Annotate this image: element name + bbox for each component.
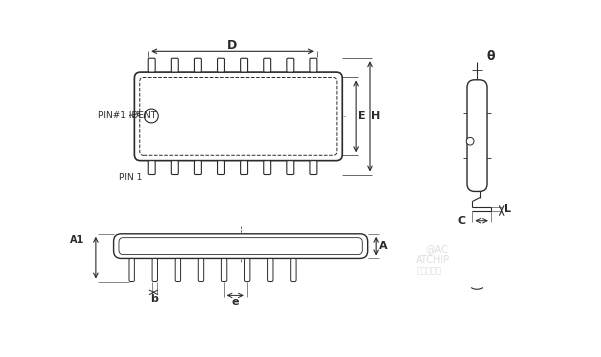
Text: A: A bbox=[379, 241, 388, 251]
Text: @AC: @AC bbox=[426, 244, 448, 254]
FancyBboxPatch shape bbox=[310, 161, 317, 175]
FancyBboxPatch shape bbox=[129, 258, 135, 282]
Text: PIN#1 IDENT: PIN#1 IDENT bbox=[98, 111, 156, 121]
Text: L: L bbox=[504, 204, 511, 214]
FancyBboxPatch shape bbox=[148, 161, 155, 175]
FancyBboxPatch shape bbox=[140, 77, 337, 155]
Circle shape bbox=[466, 137, 474, 145]
Circle shape bbox=[144, 109, 158, 123]
Text: θ: θ bbox=[487, 50, 495, 63]
FancyBboxPatch shape bbox=[218, 161, 224, 175]
FancyBboxPatch shape bbox=[240, 161, 248, 175]
FancyBboxPatch shape bbox=[218, 58, 224, 72]
FancyBboxPatch shape bbox=[175, 258, 180, 282]
FancyBboxPatch shape bbox=[171, 58, 178, 72]
FancyBboxPatch shape bbox=[171, 161, 178, 175]
Text: @AC: @AC bbox=[216, 110, 245, 122]
FancyBboxPatch shape bbox=[198, 258, 204, 282]
FancyBboxPatch shape bbox=[264, 58, 270, 72]
Text: ATCHIP: ATCHIP bbox=[205, 125, 249, 138]
Text: D: D bbox=[227, 39, 237, 52]
FancyBboxPatch shape bbox=[195, 58, 201, 72]
FancyBboxPatch shape bbox=[287, 58, 294, 72]
Text: 环芯半导体: 环芯半导体 bbox=[416, 266, 442, 275]
Text: ATCHIP: ATCHIP bbox=[416, 255, 450, 265]
FancyBboxPatch shape bbox=[114, 234, 368, 258]
Text: A1: A1 bbox=[70, 235, 84, 245]
Text: E: E bbox=[358, 111, 365, 121]
Text: PIN 1: PIN 1 bbox=[119, 173, 142, 182]
FancyBboxPatch shape bbox=[245, 258, 250, 282]
Text: H: H bbox=[371, 111, 380, 121]
FancyBboxPatch shape bbox=[119, 238, 362, 255]
FancyBboxPatch shape bbox=[135, 72, 343, 161]
FancyBboxPatch shape bbox=[267, 258, 273, 282]
FancyBboxPatch shape bbox=[291, 258, 296, 282]
Text: e: e bbox=[231, 297, 239, 307]
FancyBboxPatch shape bbox=[152, 258, 157, 282]
FancyBboxPatch shape bbox=[310, 58, 317, 72]
Text: C: C bbox=[457, 216, 466, 226]
FancyBboxPatch shape bbox=[264, 161, 270, 175]
FancyBboxPatch shape bbox=[148, 58, 155, 72]
Text: b: b bbox=[150, 294, 158, 304]
FancyBboxPatch shape bbox=[195, 161, 201, 175]
FancyBboxPatch shape bbox=[467, 80, 487, 191]
FancyBboxPatch shape bbox=[221, 258, 227, 282]
FancyBboxPatch shape bbox=[287, 161, 294, 175]
FancyBboxPatch shape bbox=[240, 58, 248, 72]
